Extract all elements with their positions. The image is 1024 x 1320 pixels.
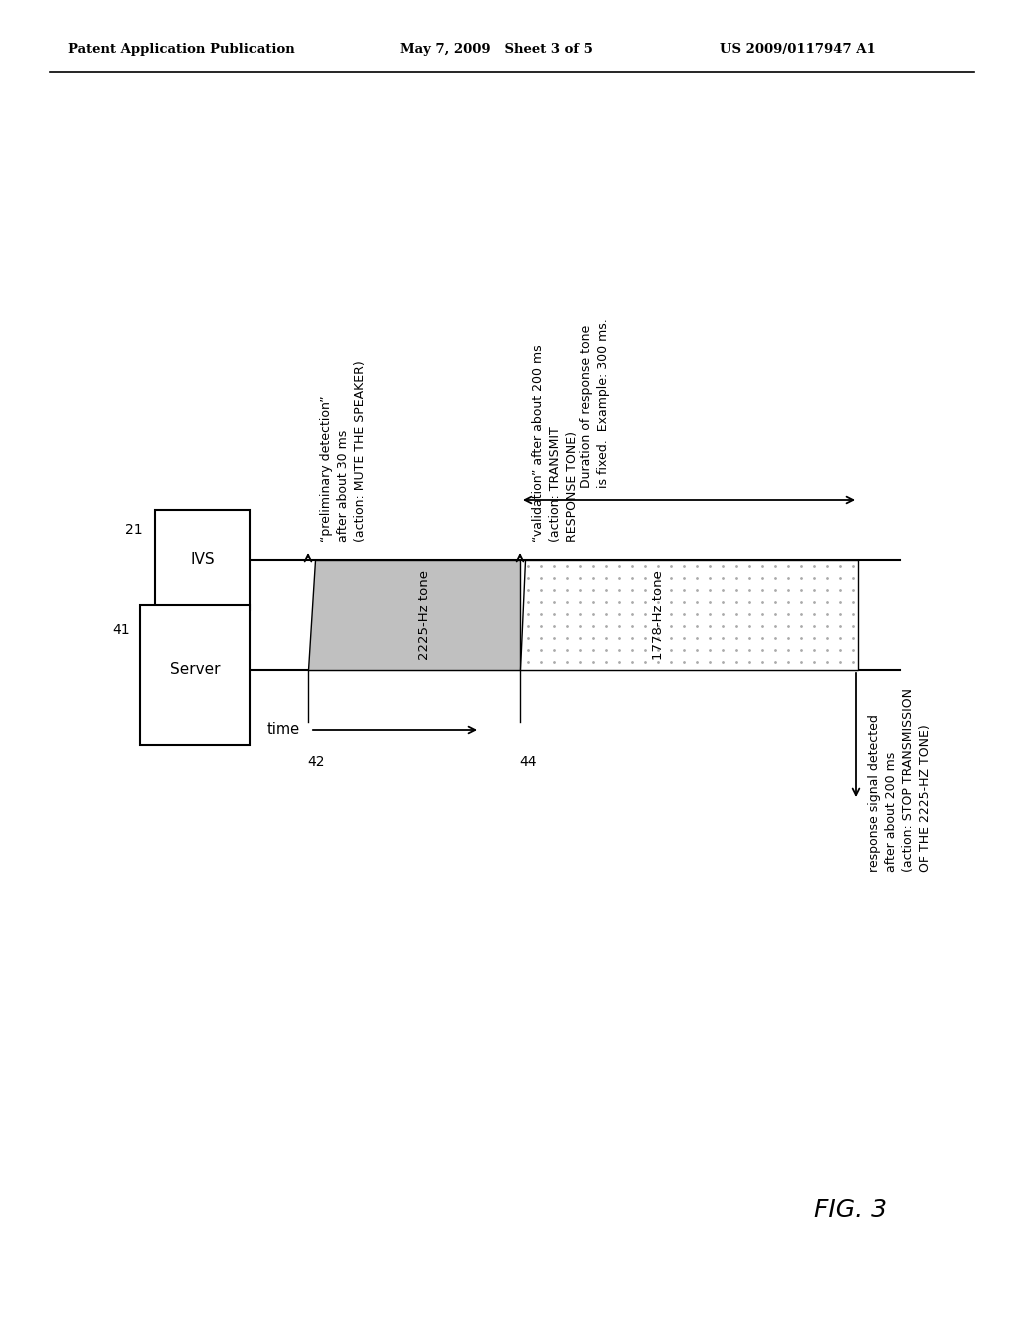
Text: US 2009/0117947 A1: US 2009/0117947 A1 (720, 44, 876, 57)
Text: “preliminary detection”
after about 30 ms
(action: MUTE THE SPEAKER): “preliminary detection” after about 30 m… (319, 360, 367, 543)
Text: time: time (267, 722, 300, 738)
Text: IVS: IVS (190, 553, 215, 568)
Text: “validation” after about 200 ms
(action: TRANSMIT
RESPONSE TONE): “validation” after about 200 ms (action:… (532, 345, 579, 543)
Text: May 7, 2009   Sheet 3 of 5: May 7, 2009 Sheet 3 of 5 (400, 44, 593, 57)
Bar (155, 510, 250, 610)
Text: response signal detected
after about 200 ms
(action: STOP TRANSMISSION
OF THE 22: response signal detected after about 200… (868, 688, 932, 873)
Text: Server: Server (170, 663, 220, 677)
Bar (140, 605, 250, 744)
Text: FIG. 3: FIG. 3 (813, 1199, 887, 1222)
Text: 2225-Hz tone: 2225-Hz tone (418, 570, 430, 660)
Text: 1778-Hz tone: 1778-Hz tone (652, 570, 666, 660)
Text: 41: 41 (113, 623, 130, 638)
Text: 21: 21 (125, 523, 143, 537)
Polygon shape (520, 560, 858, 671)
Text: Patent Application Publication: Patent Application Publication (68, 44, 295, 57)
Text: 42: 42 (307, 755, 325, 770)
Polygon shape (308, 560, 520, 671)
Text: 44: 44 (519, 755, 537, 770)
Text: Duration of response tone
is fixed.  Example: 300 ms.: Duration of response tone is fixed. Exam… (580, 318, 610, 488)
